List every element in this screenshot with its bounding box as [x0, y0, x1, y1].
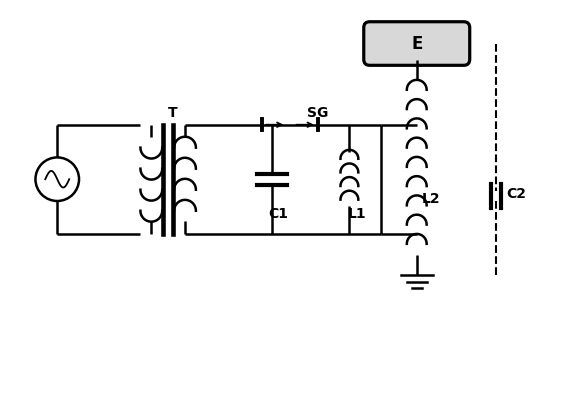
Text: T: T — [168, 106, 178, 120]
Text: C1: C1 — [268, 207, 288, 221]
Text: L1: L1 — [348, 207, 367, 221]
Text: L2: L2 — [421, 192, 440, 206]
Text: SG: SG — [307, 106, 328, 120]
Text: C2: C2 — [506, 187, 526, 201]
FancyBboxPatch shape — [364, 22, 470, 65]
Text: E: E — [411, 35, 423, 53]
